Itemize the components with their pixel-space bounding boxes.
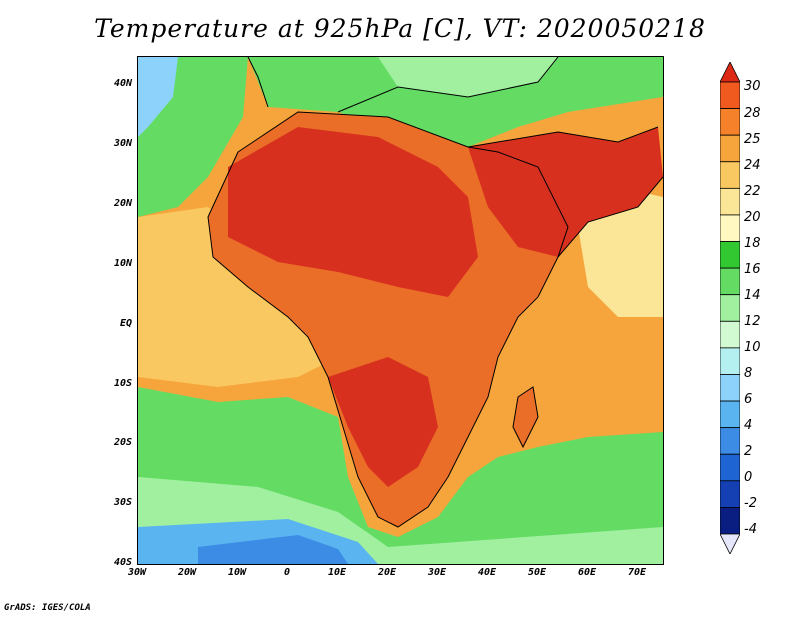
lon-label: 20E <box>377 567 397 578</box>
colorbar-label: 30 <box>744 79 761 94</box>
colorbar-label: -4 <box>744 522 757 537</box>
lat-label: EQ <box>119 318 132 329</box>
colorbar-label: 16 <box>744 262 761 277</box>
colorbar-segment <box>720 507 740 535</box>
temperature-map <box>137 56 664 565</box>
colorbar-bottom-triangle <box>720 533 740 554</box>
lat-label: 20S <box>113 437 132 448</box>
lon-label: 30E <box>427 567 447 578</box>
southern-africa-hot-core <box>328 357 438 487</box>
colorbar-label: 25 <box>744 132 761 147</box>
colorbar-segment <box>720 374 740 402</box>
colorbar-label: -2 <box>744 496 757 511</box>
lat-label: 10S <box>113 378 132 389</box>
arabian-sea-mild-region <box>578 187 663 317</box>
lon-label: 70E <box>627 567 647 578</box>
lat-label: 30N <box>113 138 132 149</box>
colorbar-label: 10 <box>744 340 761 355</box>
lat-label: 10N <box>113 258 132 269</box>
colorbar-segment <box>720 187 740 216</box>
colorbar-label: 6 <box>744 392 753 407</box>
colorbar-top-triangle <box>720 62 740 83</box>
colorbar-label: 14 <box>744 288 761 303</box>
colorbar-label: 28 <box>744 106 761 121</box>
grads-credit: GrADS: IGES/COLA <box>4 603 91 613</box>
lat-label: 30S <box>113 497 132 508</box>
colorbar-label: 12 <box>744 314 761 329</box>
colorbar-segment <box>720 161 740 189</box>
colorbar-segment <box>720 134 740 163</box>
lat-label: 40S <box>113 557 132 568</box>
colorbar-segment <box>720 294 740 322</box>
colorbar-segment <box>720 480 740 508</box>
africa-coastline <box>207 111 569 528</box>
lat-label: 40N <box>113 78 132 89</box>
colorbar-segment <box>720 81 740 109</box>
lon-label: 50E <box>527 567 547 578</box>
lon-label: 30W <box>127 567 147 578</box>
southern-ocean-coldest-region <box>198 535 348 564</box>
arabia-coastline <box>467 126 663 258</box>
europe-coastline <box>247 57 559 113</box>
colorbar-segment <box>720 241 740 269</box>
lat-label: 20N <box>113 198 132 209</box>
colorbar-segment <box>720 214 740 242</box>
colorbar-segment <box>720 347 740 375</box>
lon-label: 20W <box>177 567 197 578</box>
colorbar-segment <box>720 267 740 296</box>
north-atlantic-cold-region <box>138 57 178 137</box>
lon-label: 10E <box>327 567 347 578</box>
colorbar-segment <box>720 320 740 349</box>
colorbar-label: 24 <box>744 158 761 173</box>
map-title: Temperature at 925hPa [C], VT: 202005021… <box>94 14 706 43</box>
colorbar <box>720 62 740 554</box>
colorbar-segment <box>720 427 740 455</box>
colorbar-segment <box>720 108 740 136</box>
colorbar-label: 22 <box>744 184 761 199</box>
madagascar-coastline <box>512 386 539 449</box>
mediterranean-cool-region <box>248 57 663 147</box>
sahara-hot-core <box>228 127 478 297</box>
colorbar-label: 4 <box>744 418 753 433</box>
lon-label: 0 <box>283 567 291 578</box>
lon-label: 10W <box>227 567 247 578</box>
lon-label: 60E <box>577 567 597 578</box>
colorbar-segment <box>720 453 740 482</box>
colorbar-label: 8 <box>744 366 753 381</box>
colorbar-label: 0 <box>744 470 753 485</box>
equatorial-atlantic-warm-band <box>138 207 338 387</box>
colorbar-label: 18 <box>744 236 761 251</box>
colorbar-label: 20 <box>744 210 761 225</box>
lon-label: 40E <box>477 567 497 578</box>
colorbar-segment <box>720 400 740 429</box>
colorbar-label: 2 <box>744 444 753 459</box>
